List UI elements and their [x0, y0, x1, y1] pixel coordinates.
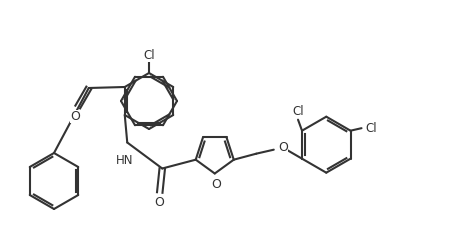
Text: HN: HN [116, 153, 133, 167]
Text: Cl: Cl [292, 105, 303, 118]
Text: Cl: Cl [143, 49, 155, 62]
Text: O: O [210, 178, 220, 191]
Text: Cl: Cl [365, 122, 377, 135]
Text: O: O [277, 141, 287, 154]
Text: O: O [70, 110, 80, 122]
Text: O: O [153, 196, 163, 209]
